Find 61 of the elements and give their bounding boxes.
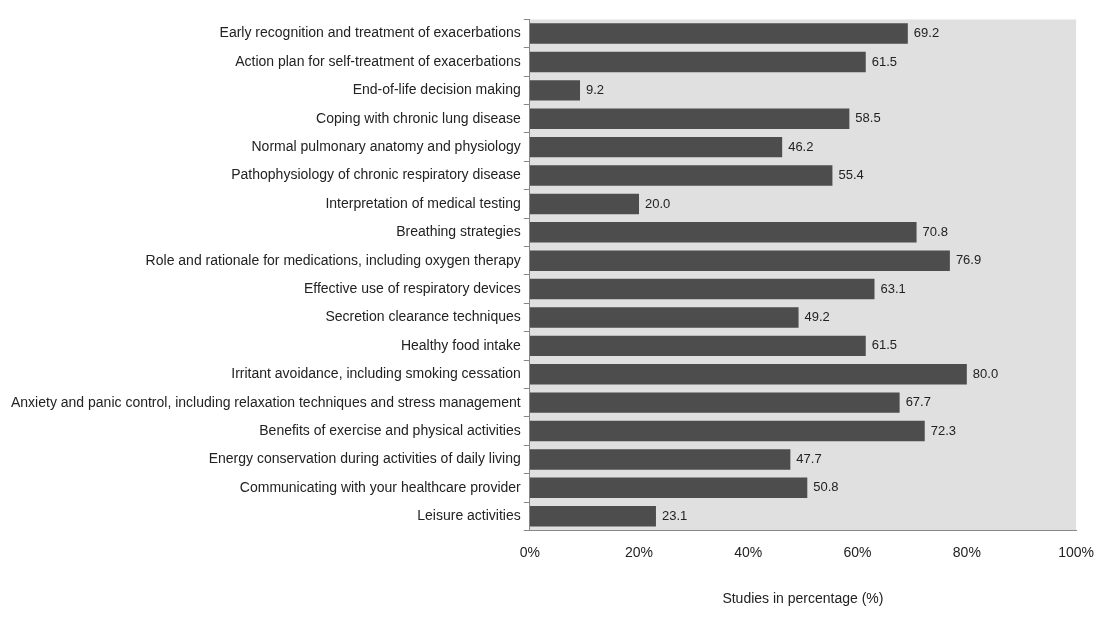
data-label: 20.0: [645, 195, 671, 211]
y-tick-label: Communicating with your healthcare provider: [239, 478, 522, 495]
x-axis-title: Studies in percentage (%): [722, 590, 884, 607]
data-label: 49.2: [804, 309, 830, 325]
bar: [529, 278, 875, 300]
bar: [529, 193, 640, 215]
bar: [529, 23, 908, 44]
bar: [529, 307, 799, 328]
y-tick-label: Leisure activities: [417, 507, 521, 524]
y-tick-label: Energy conservation during activities of daily living: [208, 450, 521, 467]
x-tick-label: 0%: [519, 543, 540, 560]
y-tick-label: Effective use of respiratory devices: [303, 279, 521, 296]
y-tick-label: Action plan for self-treatment of exacerbations: [235, 52, 521, 69]
data-label: 50.8: [813, 479, 839, 495]
data-label: 72.3: [930, 422, 957, 438]
data-label: 23.1: [661, 507, 688, 523]
y-tick-label: Early recognition and treatment of exacerbations: [219, 24, 521, 41]
y-tick-label: Role and rationale for medications, including oxygen therapy: [145, 251, 521, 268]
bar: [529, 420, 925, 442]
y-tick-label: Pathophysiology of chronic respiratory disease: [231, 166, 521, 183]
x-tick-label: 20%: [625, 543, 654, 560]
y-tick-label: Anxiety and panic control, including relaxation techniques and stress management: [11, 393, 521, 410]
bar: [529, 449, 791, 470]
data-label: 55.4: [838, 167, 864, 183]
data-label: 61.5: [871, 53, 898, 69]
y-tick-label: Interpretation of medical testing: [325, 194, 521, 211]
data-label: 63.1: [880, 280, 906, 296]
data-label: 46.2: [788, 138, 814, 154]
bar: [529, 80, 581, 101]
bar: [529, 165, 833, 186]
x-tick-label: 80%: [952, 543, 981, 560]
data-label: 67.7: [905, 394, 931, 410]
y-tick-label: Healthy food intake: [400, 336, 521, 353]
bar: [529, 477, 808, 499]
y-tick-label: Benefits of exercise and physical activities: [259, 421, 521, 438]
bar: [529, 364, 967, 385]
data-label: 80.0: [972, 365, 999, 381]
data-label: 70.8: [922, 223, 948, 239]
data-label: 61.5: [871, 337, 898, 353]
y-tick-label: Breathing strategies: [396, 223, 521, 240]
bar: [529, 222, 917, 243]
bar: [529, 51, 866, 73]
data-label: 47.7: [796, 451, 822, 467]
y-tick-label: Irritant avoidance, including smoking cessation: [231, 365, 521, 382]
y-tick-label: Coping with chronic lung disease: [316, 109, 521, 126]
y-tick-label: End-of-life decision making: [352, 81, 521, 98]
bar: [529, 335, 866, 357]
data-label: 58.5: [855, 110, 881, 126]
bar: [529, 505, 656, 527]
x-tick-label: 100%: [1058, 543, 1094, 560]
data-label: 69.2: [913, 25, 940, 41]
bar: [529, 136, 783, 158]
data-label: 76.9: [955, 252, 982, 268]
x-tick-label: 60%: [843, 543, 872, 560]
y-tick-label: Normal pulmonary anatomy and physiology: [251, 138, 521, 155]
bar: [529, 108, 850, 129]
bar: [529, 392, 900, 413]
data-label: 9.2: [586, 81, 605, 97]
bar: [529, 250, 950, 271]
x-tick-label: 40%: [734, 543, 763, 560]
y-tick-label: Secretion clearance techniques: [325, 308, 521, 325]
